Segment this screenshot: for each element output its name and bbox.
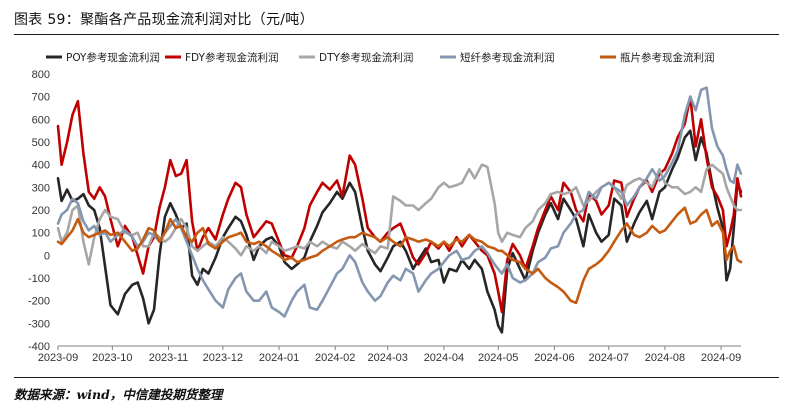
- y-tick-label: 100: [32, 228, 50, 240]
- x-tick-label: 2024-08: [645, 352, 685, 364]
- y-axis: -400 -300 -200 -100 0 100 200 300 400 500 600 700 80…: [28, 69, 50, 353]
- series-lines: [56, 86, 743, 334]
- x-tick-label: 2023-10: [92, 352, 132, 364]
- y-tick-label: -200: [28, 296, 50, 308]
- legend-label: 瓶片参考现金流利润: [620, 51, 715, 64]
- y-tick-label: 300: [32, 182, 50, 194]
- source-note: 数据来源：wind，中信建投期货整理: [14, 387, 223, 402]
- top-divider: [14, 34, 779, 35]
- y-tick-label: -100: [28, 273, 50, 285]
- x-tick-label: 2023-11: [149, 352, 189, 364]
- x-tick-label: 2024-04: [424, 352, 464, 364]
- y-tick-label: 700: [32, 92, 50, 104]
- x-tick-label: 2024-09: [701, 352, 741, 364]
- y-tick-label: 600: [32, 114, 50, 126]
- x-tick-label: 2023-09: [38, 352, 78, 364]
- legend-label: FDY参考现金流利润: [185, 51, 278, 64]
- legend-label: POY参考现金流利润: [66, 51, 160, 64]
- x-tick-label: 2024-03: [368, 352, 408, 364]
- legend-label: DTY参考现金流利润: [319, 51, 413, 64]
- x-axis: 2023-09 2023-10 2023-11 2023-12 2024-01 2024-…: [38, 345, 741, 364]
- x-tick-label: 2024-06: [534, 352, 574, 364]
- series-line-2: [56, 163, 743, 266]
- x-tick-label: 2024-07: [589, 352, 629, 364]
- legend-label: 短纤参考现金流利润: [460, 51, 555, 64]
- series-line-4: [56, 206, 743, 305]
- y-tick-label: 0: [44, 250, 50, 262]
- series-line-0: [56, 129, 743, 334]
- y-tick-label: -400: [28, 341, 50, 353]
- y-tick-label: 800: [32, 69, 50, 81]
- y-tick-label: 200: [32, 205, 50, 217]
- y-tick-label: 500: [32, 137, 50, 149]
- legend: POY参考现金流利润 FDY参考现金流利润 DTY参考现金流利润 短纤参考现金流利润 瓶…: [46, 51, 715, 64]
- x-tick-label: 2023-12: [203, 352, 243, 364]
- x-tick-label: 2024-02: [315, 352, 355, 364]
- x-tick-label: 2024-05: [478, 352, 518, 364]
- bottom-divider: [14, 377, 779, 378]
- x-tick-label: 2024-01: [259, 352, 299, 364]
- page-title: 图表 59：聚酯各产品现金流利润对比（元/吨）: [14, 12, 314, 28]
- y-tick-label: -300: [28, 318, 50, 330]
- y-tick-label: 400: [32, 160, 50, 172]
